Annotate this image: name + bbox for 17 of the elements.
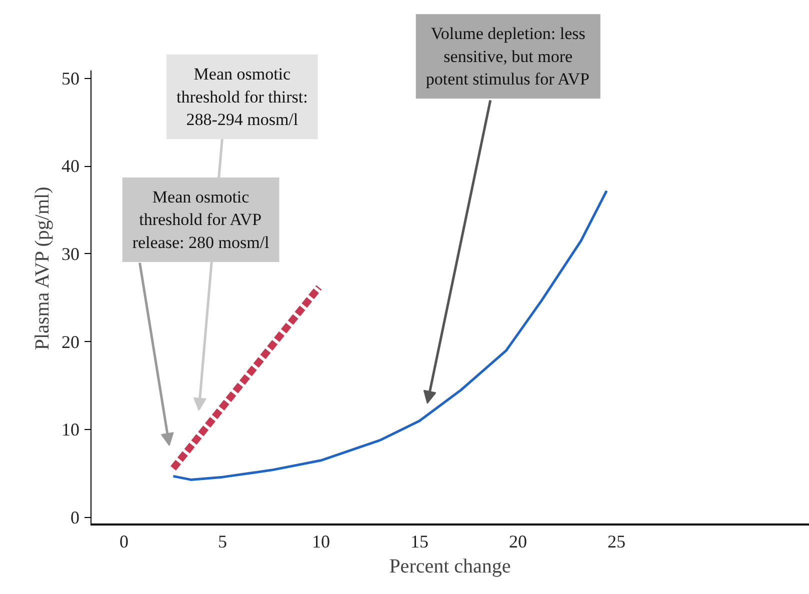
x-tick-label: 15: [410, 532, 428, 552]
y-axis-title: Plasma AVP (pg/ml): [32, 186, 54, 350]
y-tick-label: 40: [62, 156, 80, 176]
x-tick-label: 25: [607, 532, 626, 552]
y-tick-label: 20: [62, 332, 80, 352]
annotation: Mean osmotic threshold for AVP release: 280 mosm/l: [132, 187, 270, 252]
y-tick-label: 30: [62, 244, 80, 264]
x-tick-label: 20: [508, 532, 527, 552]
x-tick-label: 0: [119, 532, 128, 552]
y-tick-label: 0: [70, 507, 80, 528]
x-tick-label: 10: [312, 532, 330, 552]
x-tick-label: 5: [218, 532, 227, 552]
annotation: Volume depletion: less sensitive, but more potent stimulus for AVP: [426, 24, 590, 89]
annotation: Mean osmotic threshold for thirst: 288-294 mosm/l: [176, 64, 308, 130]
x-axis-title: Percent change: [389, 556, 511, 578]
y-tick-label: 50: [62, 68, 80, 88]
y-tick-label: 10: [62, 420, 80, 440]
